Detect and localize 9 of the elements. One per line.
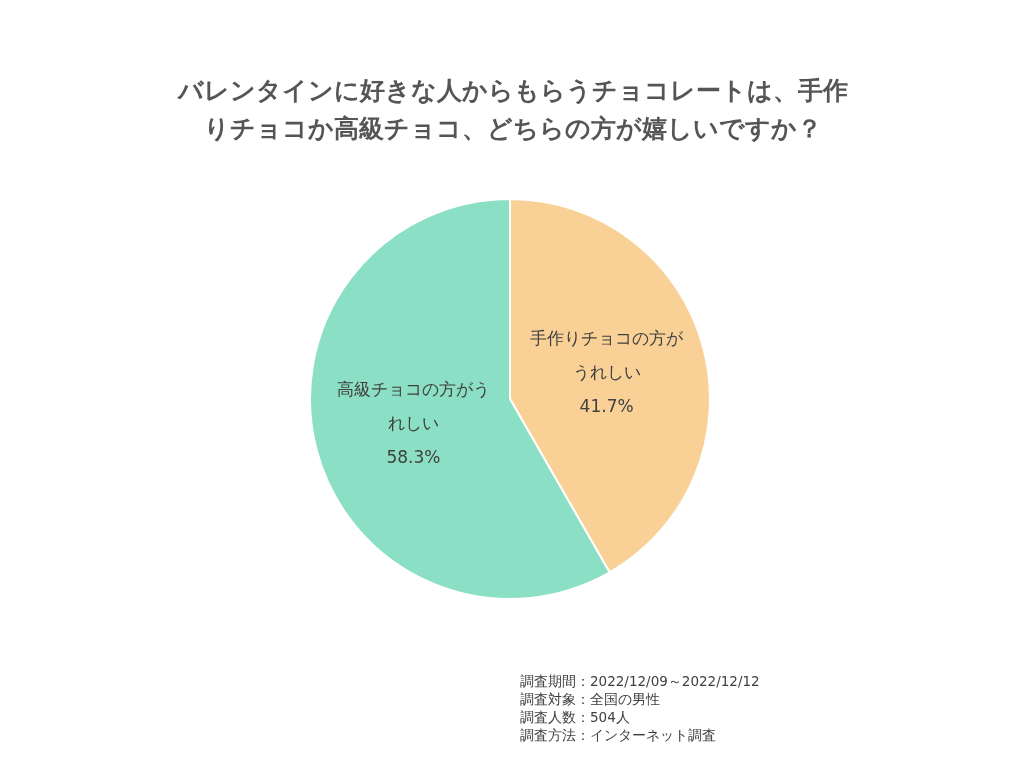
slice-label: 手作りチョコの方がうれしい [530,327,685,382]
text: 調査期間：2022/12/09～2022/12/12 [520,672,760,690]
text: 調査人数：504人 [520,708,631,726]
chart-title: バレンタインに好きな人からもらうチョコレートは、手作りチョコか高級チョコ、どちらの方が嬉しいですか？ [176,75,849,145]
text: 調査対象：全国の男性 [520,690,661,708]
data-label: 58.3% [386,447,441,468]
text: 調査方法：インターネット調査 [520,726,717,744]
data-label: 41.7% [579,395,634,416]
slice-label: 高級チョコの方がうれしい [336,379,490,434]
